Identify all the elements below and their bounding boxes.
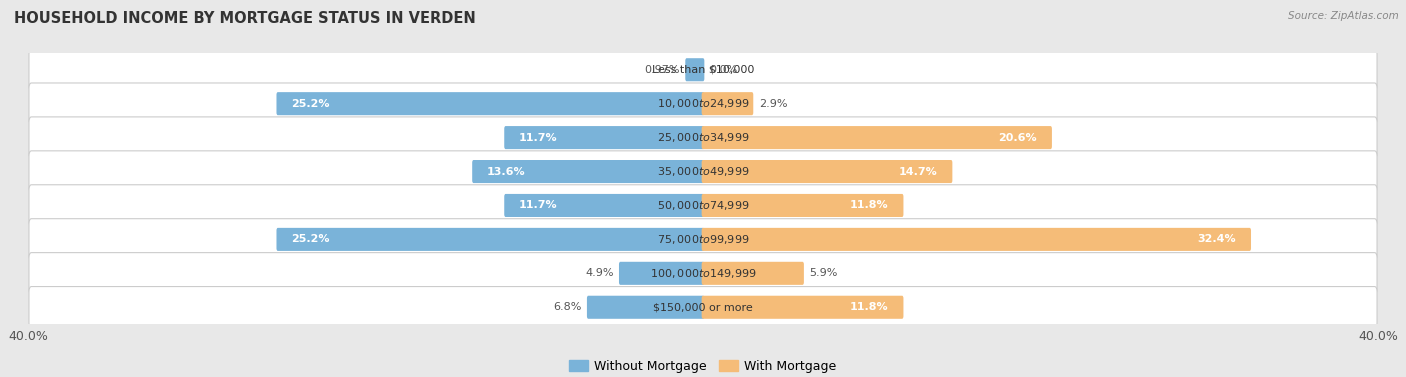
FancyBboxPatch shape bbox=[702, 160, 952, 183]
Text: $100,000 to $149,999: $100,000 to $149,999 bbox=[650, 267, 756, 280]
Text: 11.8%: 11.8% bbox=[851, 302, 889, 312]
Text: 4.9%: 4.9% bbox=[585, 268, 613, 278]
FancyBboxPatch shape bbox=[277, 92, 704, 115]
FancyBboxPatch shape bbox=[30, 151, 1376, 192]
FancyBboxPatch shape bbox=[702, 92, 754, 115]
FancyBboxPatch shape bbox=[30, 219, 1376, 260]
Text: 11.7%: 11.7% bbox=[519, 133, 558, 143]
Text: 11.8%: 11.8% bbox=[851, 201, 889, 210]
Text: $10,000 to $24,999: $10,000 to $24,999 bbox=[657, 97, 749, 110]
FancyBboxPatch shape bbox=[685, 58, 704, 81]
Text: $150,000 or more: $150,000 or more bbox=[654, 302, 752, 312]
Text: 11.7%: 11.7% bbox=[519, 201, 558, 210]
Text: 25.2%: 25.2% bbox=[291, 99, 330, 109]
Text: $25,000 to $34,999: $25,000 to $34,999 bbox=[657, 131, 749, 144]
Text: 2.9%: 2.9% bbox=[759, 99, 787, 109]
Text: 6.8%: 6.8% bbox=[553, 302, 582, 312]
FancyBboxPatch shape bbox=[702, 296, 904, 319]
FancyBboxPatch shape bbox=[30, 185, 1376, 226]
Text: Less than $10,000: Less than $10,000 bbox=[652, 65, 754, 75]
FancyBboxPatch shape bbox=[505, 126, 704, 149]
Text: $35,000 to $49,999: $35,000 to $49,999 bbox=[657, 165, 749, 178]
FancyBboxPatch shape bbox=[472, 160, 704, 183]
Text: Source: ZipAtlas.com: Source: ZipAtlas.com bbox=[1288, 11, 1399, 21]
Text: 0.97%: 0.97% bbox=[644, 65, 681, 75]
FancyBboxPatch shape bbox=[505, 194, 704, 217]
FancyBboxPatch shape bbox=[277, 228, 704, 251]
FancyBboxPatch shape bbox=[30, 287, 1376, 328]
FancyBboxPatch shape bbox=[30, 83, 1376, 124]
Text: 20.6%: 20.6% bbox=[998, 133, 1038, 143]
Text: 0.0%: 0.0% bbox=[710, 65, 738, 75]
FancyBboxPatch shape bbox=[30, 117, 1376, 158]
Text: 14.7%: 14.7% bbox=[898, 167, 938, 176]
FancyBboxPatch shape bbox=[702, 126, 1052, 149]
Text: $75,000 to $99,999: $75,000 to $99,999 bbox=[657, 233, 749, 246]
Text: HOUSEHOLD INCOME BY MORTGAGE STATUS IN VERDEN: HOUSEHOLD INCOME BY MORTGAGE STATUS IN V… bbox=[14, 11, 475, 26]
FancyBboxPatch shape bbox=[702, 228, 1251, 251]
Text: 13.6%: 13.6% bbox=[486, 167, 526, 176]
Text: 25.2%: 25.2% bbox=[291, 234, 330, 244]
FancyBboxPatch shape bbox=[702, 262, 804, 285]
Text: 5.9%: 5.9% bbox=[810, 268, 838, 278]
FancyBboxPatch shape bbox=[30, 49, 1376, 90]
Legend: Without Mortgage, With Mortgage: Without Mortgage, With Mortgage bbox=[564, 355, 842, 377]
FancyBboxPatch shape bbox=[702, 194, 904, 217]
Text: 32.4%: 32.4% bbox=[1198, 234, 1236, 244]
Text: $50,000 to $74,999: $50,000 to $74,999 bbox=[657, 199, 749, 212]
FancyBboxPatch shape bbox=[586, 296, 704, 319]
FancyBboxPatch shape bbox=[30, 253, 1376, 294]
FancyBboxPatch shape bbox=[619, 262, 704, 285]
